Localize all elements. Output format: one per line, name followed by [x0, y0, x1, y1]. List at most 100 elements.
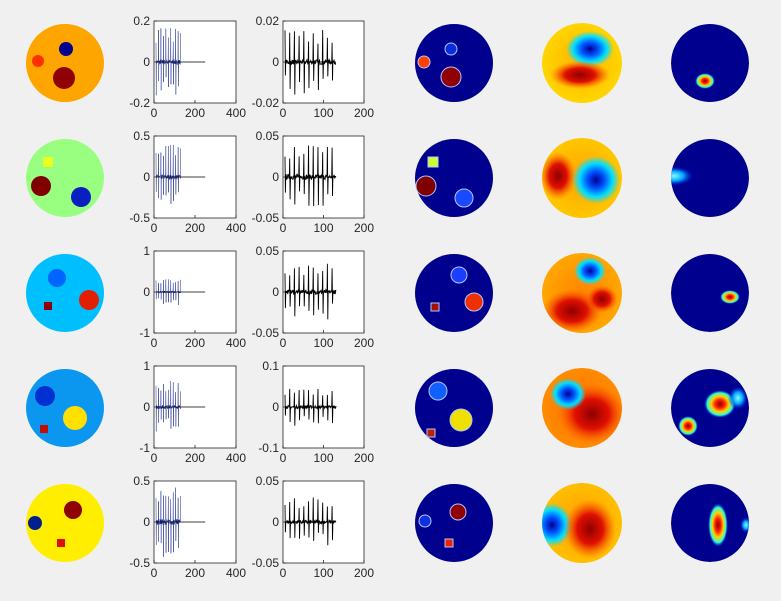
recon-2-blob — [542, 503, 572, 547]
inclusion — [31, 176, 51, 196]
y-tick-label: 0.02 — [256, 14, 280, 28]
inclusion — [426, 428, 436, 438]
inclusion — [79, 290, 99, 310]
y-tick-label: 0.5 — [133, 474, 150, 488]
y-tick-label: -0.05 — [252, 326, 280, 340]
signal-a-line — [155, 28, 181, 96]
inclusion — [449, 408, 473, 432]
x-tick-label: 0 — [280, 451, 287, 465]
y-tick-label: 1 — [143, 359, 150, 373]
inclusion — [450, 266, 468, 284]
inclusion — [59, 42, 73, 56]
x-tick-label: 0 — [280, 221, 287, 235]
y-tick-label: 0.2 — [133, 14, 150, 28]
recon-2-blob — [566, 31, 614, 67]
inclusion — [427, 156, 439, 168]
y-tick-label: -0.5 — [129, 211, 150, 225]
recon-1-image — [415, 369, 493, 447]
recon-3-blob — [671, 166, 694, 186]
y-tick-label: 0 — [272, 55, 279, 69]
x-tick-label: 200 — [354, 566, 374, 580]
recon-2-image — [542, 253, 622, 333]
inclusion — [64, 501, 82, 519]
signal-a-series — [155, 28, 206, 96]
signal-a-line — [155, 487, 181, 557]
signal-a-series — [155, 487, 206, 557]
y-tick-label: 0 — [272, 285, 279, 299]
y-tick-label: -0.1 — [258, 441, 279, 455]
inclusion — [464, 292, 484, 312]
x-tick-label: 200 — [185, 566, 205, 580]
signal-a-line — [155, 144, 181, 204]
x-tick-label: 0 — [280, 566, 287, 580]
inclusion — [63, 406, 87, 430]
signal-a-plot: 0.20-0.20 200 400 — [129, 14, 246, 120]
y-tick-label: -1 — [139, 326, 150, 340]
inclusion — [430, 302, 440, 312]
inclusion — [415, 175, 437, 197]
signal-a-plot: 0.50-0.50 200 400 — [129, 129, 246, 235]
y-tick-label: -1 — [139, 441, 150, 455]
phantom-image — [26, 369, 104, 447]
inclusion — [28, 516, 42, 530]
inclusion — [454, 188, 474, 208]
x-tick-label: 0 — [280, 106, 287, 120]
x-tick-label: 400 — [226, 221, 246, 235]
recon-3-image — [671, 24, 749, 102]
recon-2-blob — [572, 156, 620, 204]
recon-1-disc — [415, 484, 493, 562]
x-tick-label: 100 — [313, 106, 333, 120]
recon-3-image — [671, 254, 749, 332]
signal-a-plot: 0.50-0.50 200 400 — [129, 474, 246, 580]
x-tick-label: 0 — [151, 451, 158, 465]
x-tick-label: 400 — [226, 566, 246, 580]
x-tick-label: 200 — [185, 221, 205, 235]
signal-b-plot: 0.10-0.10 100 200 — [258, 359, 374, 465]
inclusion — [418, 514, 432, 528]
x-tick-label: 200 — [185, 106, 205, 120]
recon-3-blob — [740, 517, 749, 533]
recon-3-blob — [728, 386, 748, 410]
y-tick-label: -0.5 — [129, 556, 150, 570]
y-tick-label: 0 — [272, 170, 279, 184]
x-tick-label: 0 — [151, 106, 158, 120]
recon-3-blob — [708, 503, 728, 547]
phantom-disc — [26, 254, 104, 332]
y-tick-label: -0.05 — [252, 556, 280, 570]
recon-2-image — [542, 483, 622, 563]
inclusion — [32, 55, 44, 67]
recon-3-blob — [720, 290, 740, 304]
phantom-image — [26, 139, 104, 217]
inclusion — [440, 66, 462, 88]
x-tick-label: 200 — [185, 451, 205, 465]
x-tick-label: 0 — [151, 336, 158, 350]
recon-1-disc — [415, 254, 493, 332]
recon-3-blob — [704, 390, 736, 418]
inclusion — [71, 187, 91, 207]
recon-3-disc — [671, 24, 749, 102]
y-tick-label: 0.1 — [262, 359, 279, 373]
signal-b-plot: 0.050-0.050 100 200 — [252, 129, 375, 235]
signal-a-plot: 10-10 200 400 — [139, 359, 246, 465]
recon-3-blob — [695, 73, 715, 89]
x-tick-label: 400 — [226, 451, 246, 465]
x-tick-label: 400 — [226, 336, 246, 350]
x-tick-label: 0 — [280, 336, 287, 350]
signal-b-plot: 0.050-0.050 100 200 — [252, 244, 375, 350]
x-tick-label: 0 — [151, 221, 158, 235]
inclusion — [428, 381, 448, 401]
recon-3-image — [671, 484, 749, 562]
y-tick-label: -0.05 — [252, 211, 280, 225]
recon-1-image — [415, 24, 493, 102]
recon-2-blob — [550, 61, 610, 89]
y-tick-label: -0.02 — [252, 96, 280, 110]
inclusion — [444, 538, 454, 548]
signal-b-plot: 0.020-0.020 100 200 — [252, 14, 375, 120]
phantom-disc — [26, 484, 104, 562]
inclusion — [417, 55, 431, 69]
x-tick-label: 200 — [354, 106, 374, 120]
recon-2-blob — [586, 285, 618, 313]
recon-1-disc — [415, 24, 493, 102]
